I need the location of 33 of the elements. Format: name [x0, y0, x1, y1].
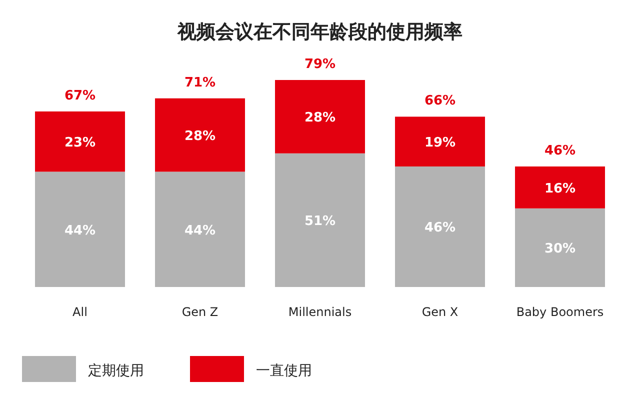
total-label: 71%	[184, 75, 216, 90]
x-tick-label: Gen X	[422, 305, 458, 319]
x-tick-label: Gen Z	[182, 305, 218, 319]
bar	[395, 116, 485, 166]
x-tick-label: Millennials	[288, 305, 352, 319]
total-label: 79%	[304, 57, 336, 72]
total-label: 66%	[424, 94, 456, 109]
bar	[275, 153, 365, 287]
legend-label: 一直使用	[256, 363, 312, 379]
data-label: 44%	[64, 223, 96, 238]
data-label: 28%	[184, 129, 216, 144]
bar	[35, 111, 125, 172]
total-label: 67%	[64, 88, 96, 104]
bar	[275, 80, 365, 154]
data-label: 28%	[304, 110, 336, 126]
total-label: 46%	[544, 143, 576, 158]
legend-label: 定期使用	[88, 363, 144, 379]
bar	[155, 98, 245, 172]
x-tick-label: All	[72, 305, 88, 319]
bar	[35, 172, 125, 287]
data-label: 30%	[544, 242, 576, 257]
bar	[515, 166, 605, 208]
bar	[515, 208, 605, 287]
bar	[395, 166, 485, 287]
data-label: 51%	[304, 214, 336, 230]
data-label: 46%	[424, 220, 456, 236]
data-label: 16%	[544, 181, 576, 196]
data-label: 44%	[184, 223, 216, 238]
x-tick-label: Baby Boomers	[516, 305, 604, 319]
bar	[155, 172, 245, 287]
chart-title: 视频会议在不同年龄段的使用频率	[176, 21, 462, 43]
data-label: 19%	[424, 136, 456, 151]
data-label: 23%	[64, 136, 96, 151]
